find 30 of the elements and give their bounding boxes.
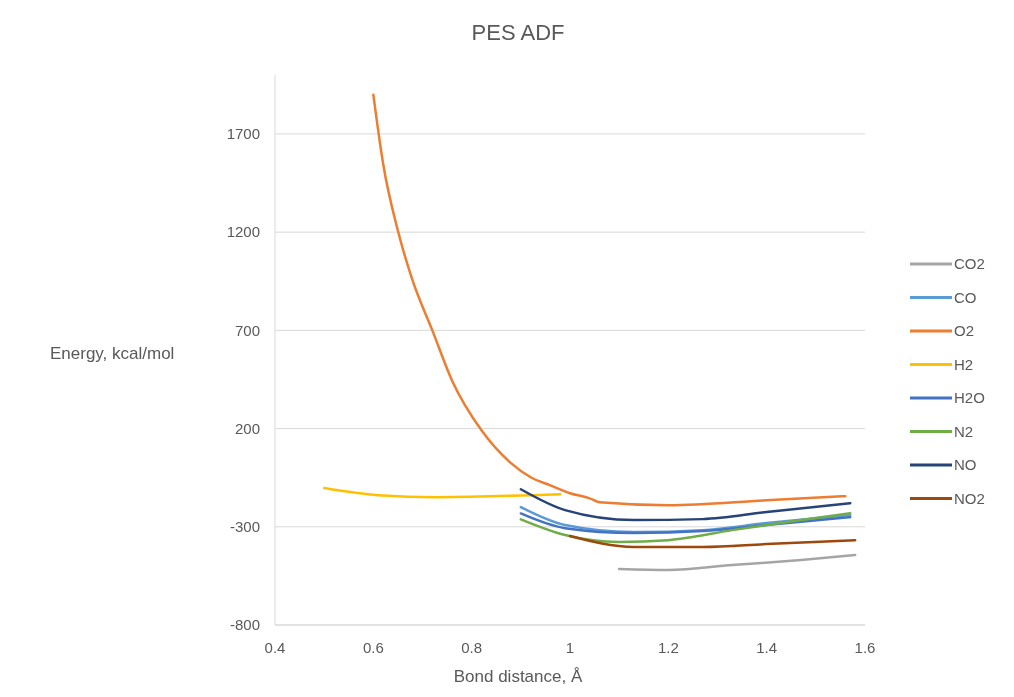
line-series [617, 553, 857, 572]
chart-title: PES ADF [471, 20, 565, 45]
y-tick-label: 1200 [226, 223, 260, 241]
line-series [519, 488, 852, 522]
legend-label: CO [954, 288, 977, 306]
x-tick-label: 0.4 [264, 639, 286, 656]
legend-label: NO2 [954, 489, 985, 507]
legend-label: N2 [954, 422, 974, 440]
y-axis-title: Energy, kcal/mol [50, 344, 175, 363]
y-tick-label: 1700 [226, 125, 260, 143]
line-series [519, 511, 852, 544]
legend-label: NO [954, 456, 977, 474]
legend-label: O2 [954, 322, 975, 340]
y-tick-label: 200 [234, 419, 260, 437]
line-series [372, 93, 847, 507]
line-series [322, 486, 562, 499]
x-tick-label: 1.6 [854, 639, 876, 656]
legend-label: H2O [954, 389, 985, 407]
legend-label: H2 [954, 355, 974, 373]
x-tick-label: 0.6 [362, 639, 384, 656]
x-tick-label: 1.4 [756, 639, 778, 656]
x-tick-label: 0.8 [461, 639, 483, 656]
y-tick-label: 700 [234, 321, 260, 339]
y-tick-label: -300 [229, 518, 260, 536]
x-tick-label: 1.2 [657, 639, 679, 656]
x-tick-label: 1 [565, 639, 575, 656]
line-series [568, 534, 857, 549]
y-tick-label: -800 [229, 616, 260, 634]
x-axis-title: Bond distance, Å [453, 667, 583, 686]
legend-label: CO2 [954, 255, 985, 273]
